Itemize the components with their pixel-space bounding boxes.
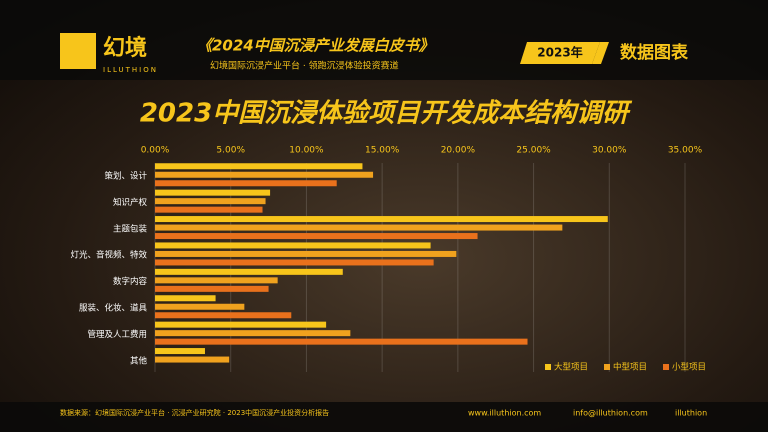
logo-text: 幻境 bbox=[103, 35, 147, 61]
report-title: 《2024中国沉浸产业发展白皮书》 bbox=[197, 37, 434, 55]
tagline: 幻境国际沉浸产业平台 · 领跑沉浸体验投资赛道 bbox=[210, 60, 399, 72]
bar bbox=[155, 216, 608, 223]
bar bbox=[155, 277, 278, 284]
bar bbox=[155, 348, 205, 355]
y-tick-label: 知识产权 bbox=[113, 197, 148, 208]
x-tick-label: 10.00% bbox=[289, 146, 324, 156]
bar bbox=[155, 259, 434, 266]
y-tick-label: 灯光、音视频、特效 bbox=[70, 250, 147, 261]
x-tick-label: 20.00% bbox=[441, 146, 476, 156]
footer-band bbox=[0, 402, 768, 432]
legend-swatch bbox=[545, 364, 551, 370]
x-tick-label: 5.00% bbox=[216, 146, 245, 156]
legend-swatch bbox=[604, 364, 610, 370]
legend-label: 小型项目 bbox=[672, 362, 706, 373]
header-band bbox=[0, 0, 768, 80]
bar bbox=[155, 356, 230, 363]
y-tick-label: 策划、设计 bbox=[104, 171, 147, 182]
legend-swatch bbox=[663, 364, 669, 370]
y-tick-label: 其他 bbox=[130, 355, 148, 366]
bar bbox=[155, 242, 431, 249]
wechat: illuthion bbox=[675, 409, 707, 418]
bar bbox=[155, 224, 563, 231]
source: 数据来源：幻境国际沉浸产业平台 · 沉浸产业研究院 · 2023中国沉浸产业投资… bbox=[60, 408, 329, 417]
y-tick-label: 服装、化妆、道具 bbox=[79, 303, 148, 314]
y-tick-label: 管理及人工费用 bbox=[87, 329, 147, 340]
bar bbox=[155, 206, 263, 213]
bar bbox=[155, 198, 266, 205]
bar bbox=[155, 338, 528, 345]
brand: ILLUTHION bbox=[103, 66, 158, 74]
y-tick-label: 主题包装 bbox=[113, 223, 148, 234]
x-tick-label: 15.00% bbox=[365, 146, 400, 156]
badge-arrow bbox=[592, 42, 609, 64]
bar bbox=[155, 285, 269, 292]
bar bbox=[155, 189, 271, 196]
section-label: 数据图表 bbox=[620, 42, 689, 63]
bar bbox=[155, 268, 343, 275]
bar bbox=[155, 295, 216, 302]
legend-label: 中型项目 bbox=[613, 362, 647, 373]
bar bbox=[155, 321, 327, 328]
bar bbox=[155, 250, 457, 257]
year-badge: 2023年 bbox=[537, 45, 582, 60]
bar bbox=[155, 163, 363, 170]
x-tick-label: 0.00% bbox=[141, 146, 170, 156]
logo-icon bbox=[60, 33, 96, 69]
x-tick-label: 30.00% bbox=[592, 146, 627, 156]
x-tick-label: 25.00% bbox=[516, 146, 551, 156]
bar bbox=[155, 330, 351, 337]
chart-title: 2023中国沉浸体验项目开发成本结构调研 bbox=[140, 99, 633, 129]
year-badge-shape bbox=[520, 42, 600, 64]
bar bbox=[155, 180, 337, 187]
bar bbox=[155, 171, 374, 178]
bar bbox=[155, 233, 478, 240]
x-tick-label: 35.00% bbox=[668, 146, 703, 156]
website: www.illuthion.com bbox=[468, 409, 541, 418]
email: info@illuthion.com bbox=[573, 409, 648, 418]
legend-label: 大型项目 bbox=[554, 362, 588, 373]
y-tick-label: 数字内容 bbox=[113, 276, 148, 287]
bar bbox=[155, 312, 292, 319]
bar bbox=[155, 303, 245, 310]
